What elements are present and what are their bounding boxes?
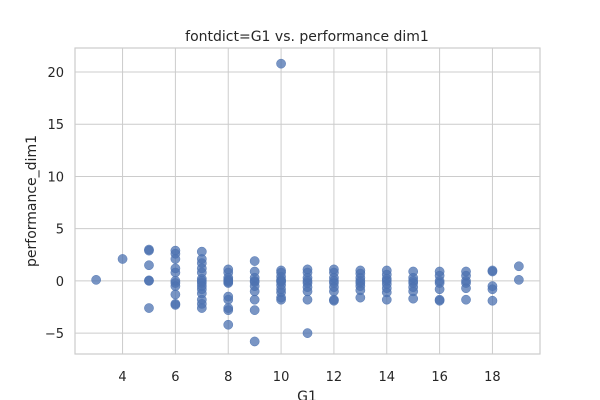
x-tick-label: 14	[378, 370, 395, 385]
gridlines	[75, 48, 540, 354]
scatter-point	[170, 267, 181, 278]
scatter-point	[249, 336, 260, 347]
scatter-point	[249, 294, 260, 305]
data-points	[91, 58, 524, 347]
scatter-point	[302, 294, 313, 305]
scatter-point	[276, 58, 286, 69]
scatter-point	[434, 284, 445, 295]
scatter-point	[302, 286, 313, 297]
y-tick-label: −5	[45, 327, 64, 342]
scatter-point	[276, 294, 286, 305]
scatter-point	[514, 274, 524, 285]
y-tick-label: 5	[56, 223, 64, 238]
scatter-point	[144, 245, 154, 256]
scatter-point	[434, 295, 445, 306]
x-axis-label: G1	[297, 389, 317, 400]
scatter-point	[302, 328, 313, 338]
scatter-point	[329, 286, 339, 297]
scatter-point	[170, 254, 181, 264]
scatter-point	[249, 256, 260, 266]
x-tick-label: 12	[326, 370, 343, 385]
scatter-point	[487, 266, 498, 277]
scatter-point	[249, 305, 260, 315]
scatter-point	[355, 292, 366, 303]
plot-frame	[74, 47, 541, 355]
x-tick-label: 16	[431, 370, 448, 385]
x-tick-label: 8	[224, 370, 232, 385]
y-tick-label: 0	[56, 275, 64, 290]
scatter-point	[487, 295, 498, 306]
scatter-point	[170, 289, 181, 300]
x-tick-label: 10	[273, 370, 290, 385]
x-tick-label: 4	[118, 370, 126, 385]
scatter-point	[461, 283, 471, 294]
scatter-point	[144, 275, 154, 286]
y-tick-label: 20	[47, 66, 64, 81]
scatter-point	[461, 294, 471, 305]
scatter-point	[223, 319, 234, 330]
x-tick-label: 6	[171, 370, 179, 385]
scatter-point	[91, 274, 101, 285]
y-tick-label: 10	[47, 170, 64, 185]
chart-title: fontdict=G1 vs. performance dim1	[185, 29, 429, 45]
y-tick-labels: −5 0 5 10 15 20	[45, 66, 64, 342]
x-tick-label: 18	[484, 370, 501, 385]
scatter-point	[381, 294, 392, 305]
scatter-point	[223, 278, 234, 288]
y-axis-label: performance_dim1	[24, 135, 40, 267]
scatter-point	[249, 286, 260, 297]
scatter-point	[514, 261, 524, 272]
scatter-point	[487, 284, 498, 295]
scatter-point	[223, 294, 234, 305]
scatter-point	[144, 260, 154, 271]
x-tick-labels: 4 6 8 10 12 14 16 18	[118, 370, 500, 385]
scatter-point	[408, 293, 419, 304]
scatter-point	[144, 303, 154, 313]
scatter-point	[196, 303, 207, 313]
scatter-point	[117, 254, 128, 264]
scatter-point	[329, 295, 339, 306]
y-tick-label: 15	[47, 118, 64, 133]
scatter-point	[170, 281, 181, 291]
scatter-point	[223, 305, 234, 315]
scatter-point	[170, 300, 181, 310]
